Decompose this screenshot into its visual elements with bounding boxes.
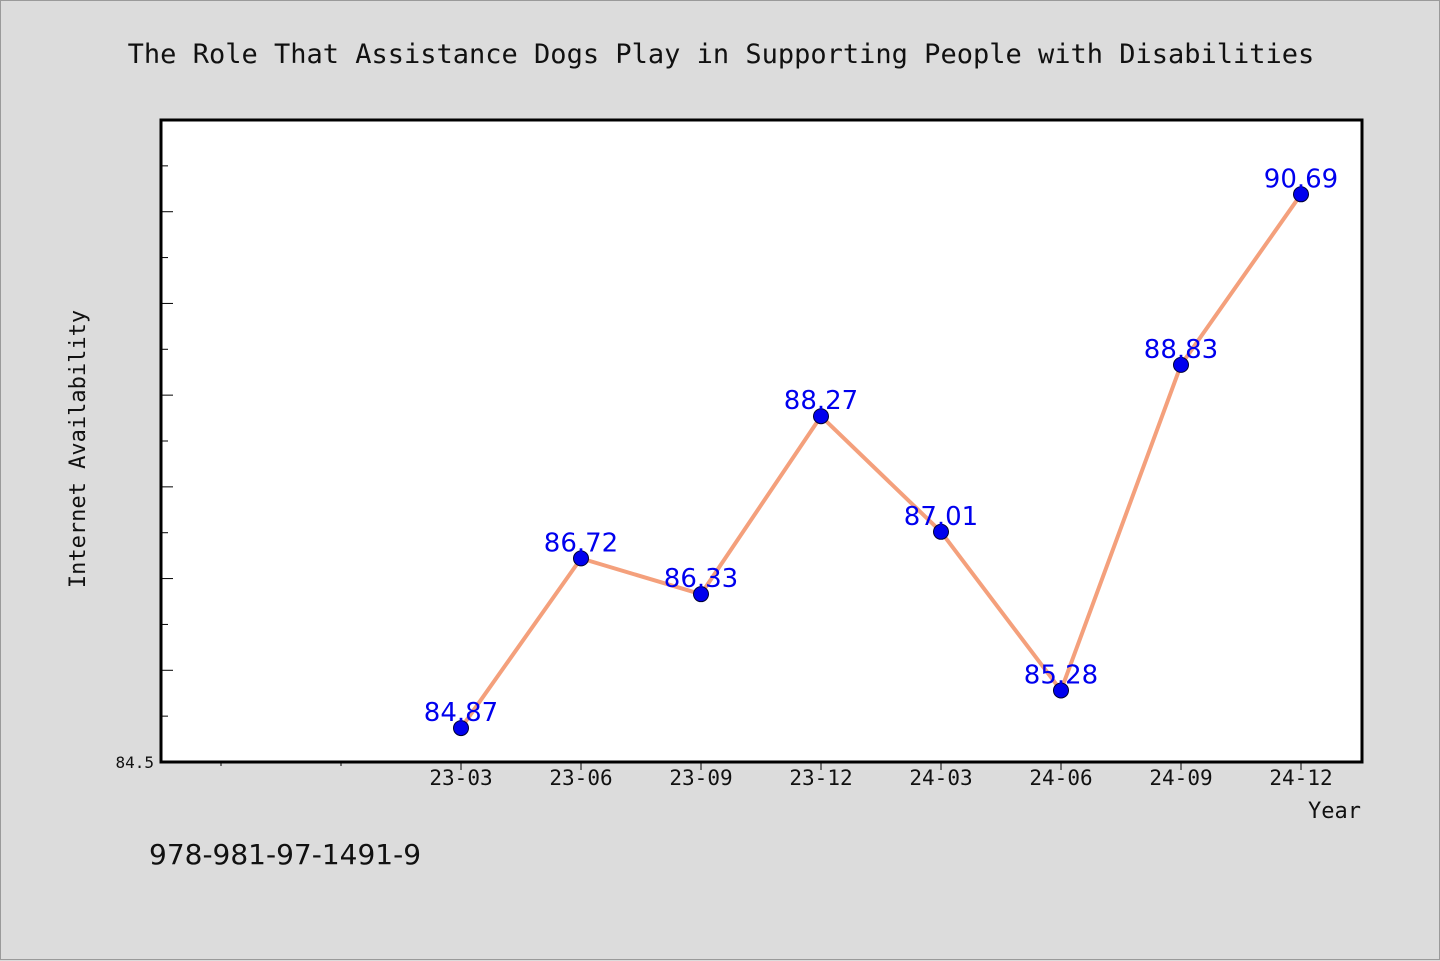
x-axis-ticks: 23-03 23-06 23-09 23-12 24-03 24-06 24-09 24-12 bbox=[220, 762, 1333, 790]
data-label: 86.33 bbox=[664, 564, 738, 594]
x-axis-label: Year bbox=[1308, 799, 1361, 824]
x-tick-label: 23-06 bbox=[549, 766, 612, 790]
x-tick-label: 24-12 bbox=[1269, 766, 1332, 790]
series-group: 84.87 86.72 86.33 88.27 87.01 85.28 88.83 90.69 bbox=[424, 164, 1338, 737]
data-point bbox=[1053, 682, 1069, 699]
data-point bbox=[573, 550, 589, 567]
data-label: 85.28 bbox=[1024, 660, 1098, 690]
data-point bbox=[453, 720, 469, 737]
data-label: 88.83 bbox=[1144, 335, 1218, 365]
isbn-text: 978-981-97-1491-9 bbox=[149, 838, 421, 871]
data-label: 87.01 bbox=[904, 502, 978, 532]
data-label: 90.69 bbox=[1264, 164, 1338, 194]
data-point bbox=[1173, 356, 1189, 373]
plot-border bbox=[159, 118, 1364, 764]
data-point bbox=[693, 586, 709, 603]
x-tick-label: 24-03 bbox=[909, 766, 972, 790]
y-axis-label: Internet Availability bbox=[66, 310, 91, 588]
data-label: 84.87 bbox=[424, 698, 498, 728]
plot-area bbox=[161, 120, 1362, 762]
data-point bbox=[1293, 186, 1309, 203]
data-point bbox=[813, 408, 829, 425]
data-label: 88.27 bbox=[784, 386, 858, 416]
x-tick-label: 24-06 bbox=[1029, 766, 1092, 790]
series-line bbox=[459, 192, 1303, 731]
x-tick-label: 23-12 bbox=[789, 766, 852, 790]
y-tick-label: 84.5 bbox=[115, 753, 154, 772]
x-tick-label: 24-09 bbox=[1149, 766, 1212, 790]
x-tick-label: 23-03 bbox=[429, 766, 492, 790]
x-tick-label: 23-09 bbox=[669, 766, 732, 790]
data-label: 86.72 bbox=[544, 528, 618, 558]
chart-title: The Role That Assistance Dogs Play in Su… bbox=[128, 39, 1315, 70]
data-point bbox=[933, 523, 949, 540]
